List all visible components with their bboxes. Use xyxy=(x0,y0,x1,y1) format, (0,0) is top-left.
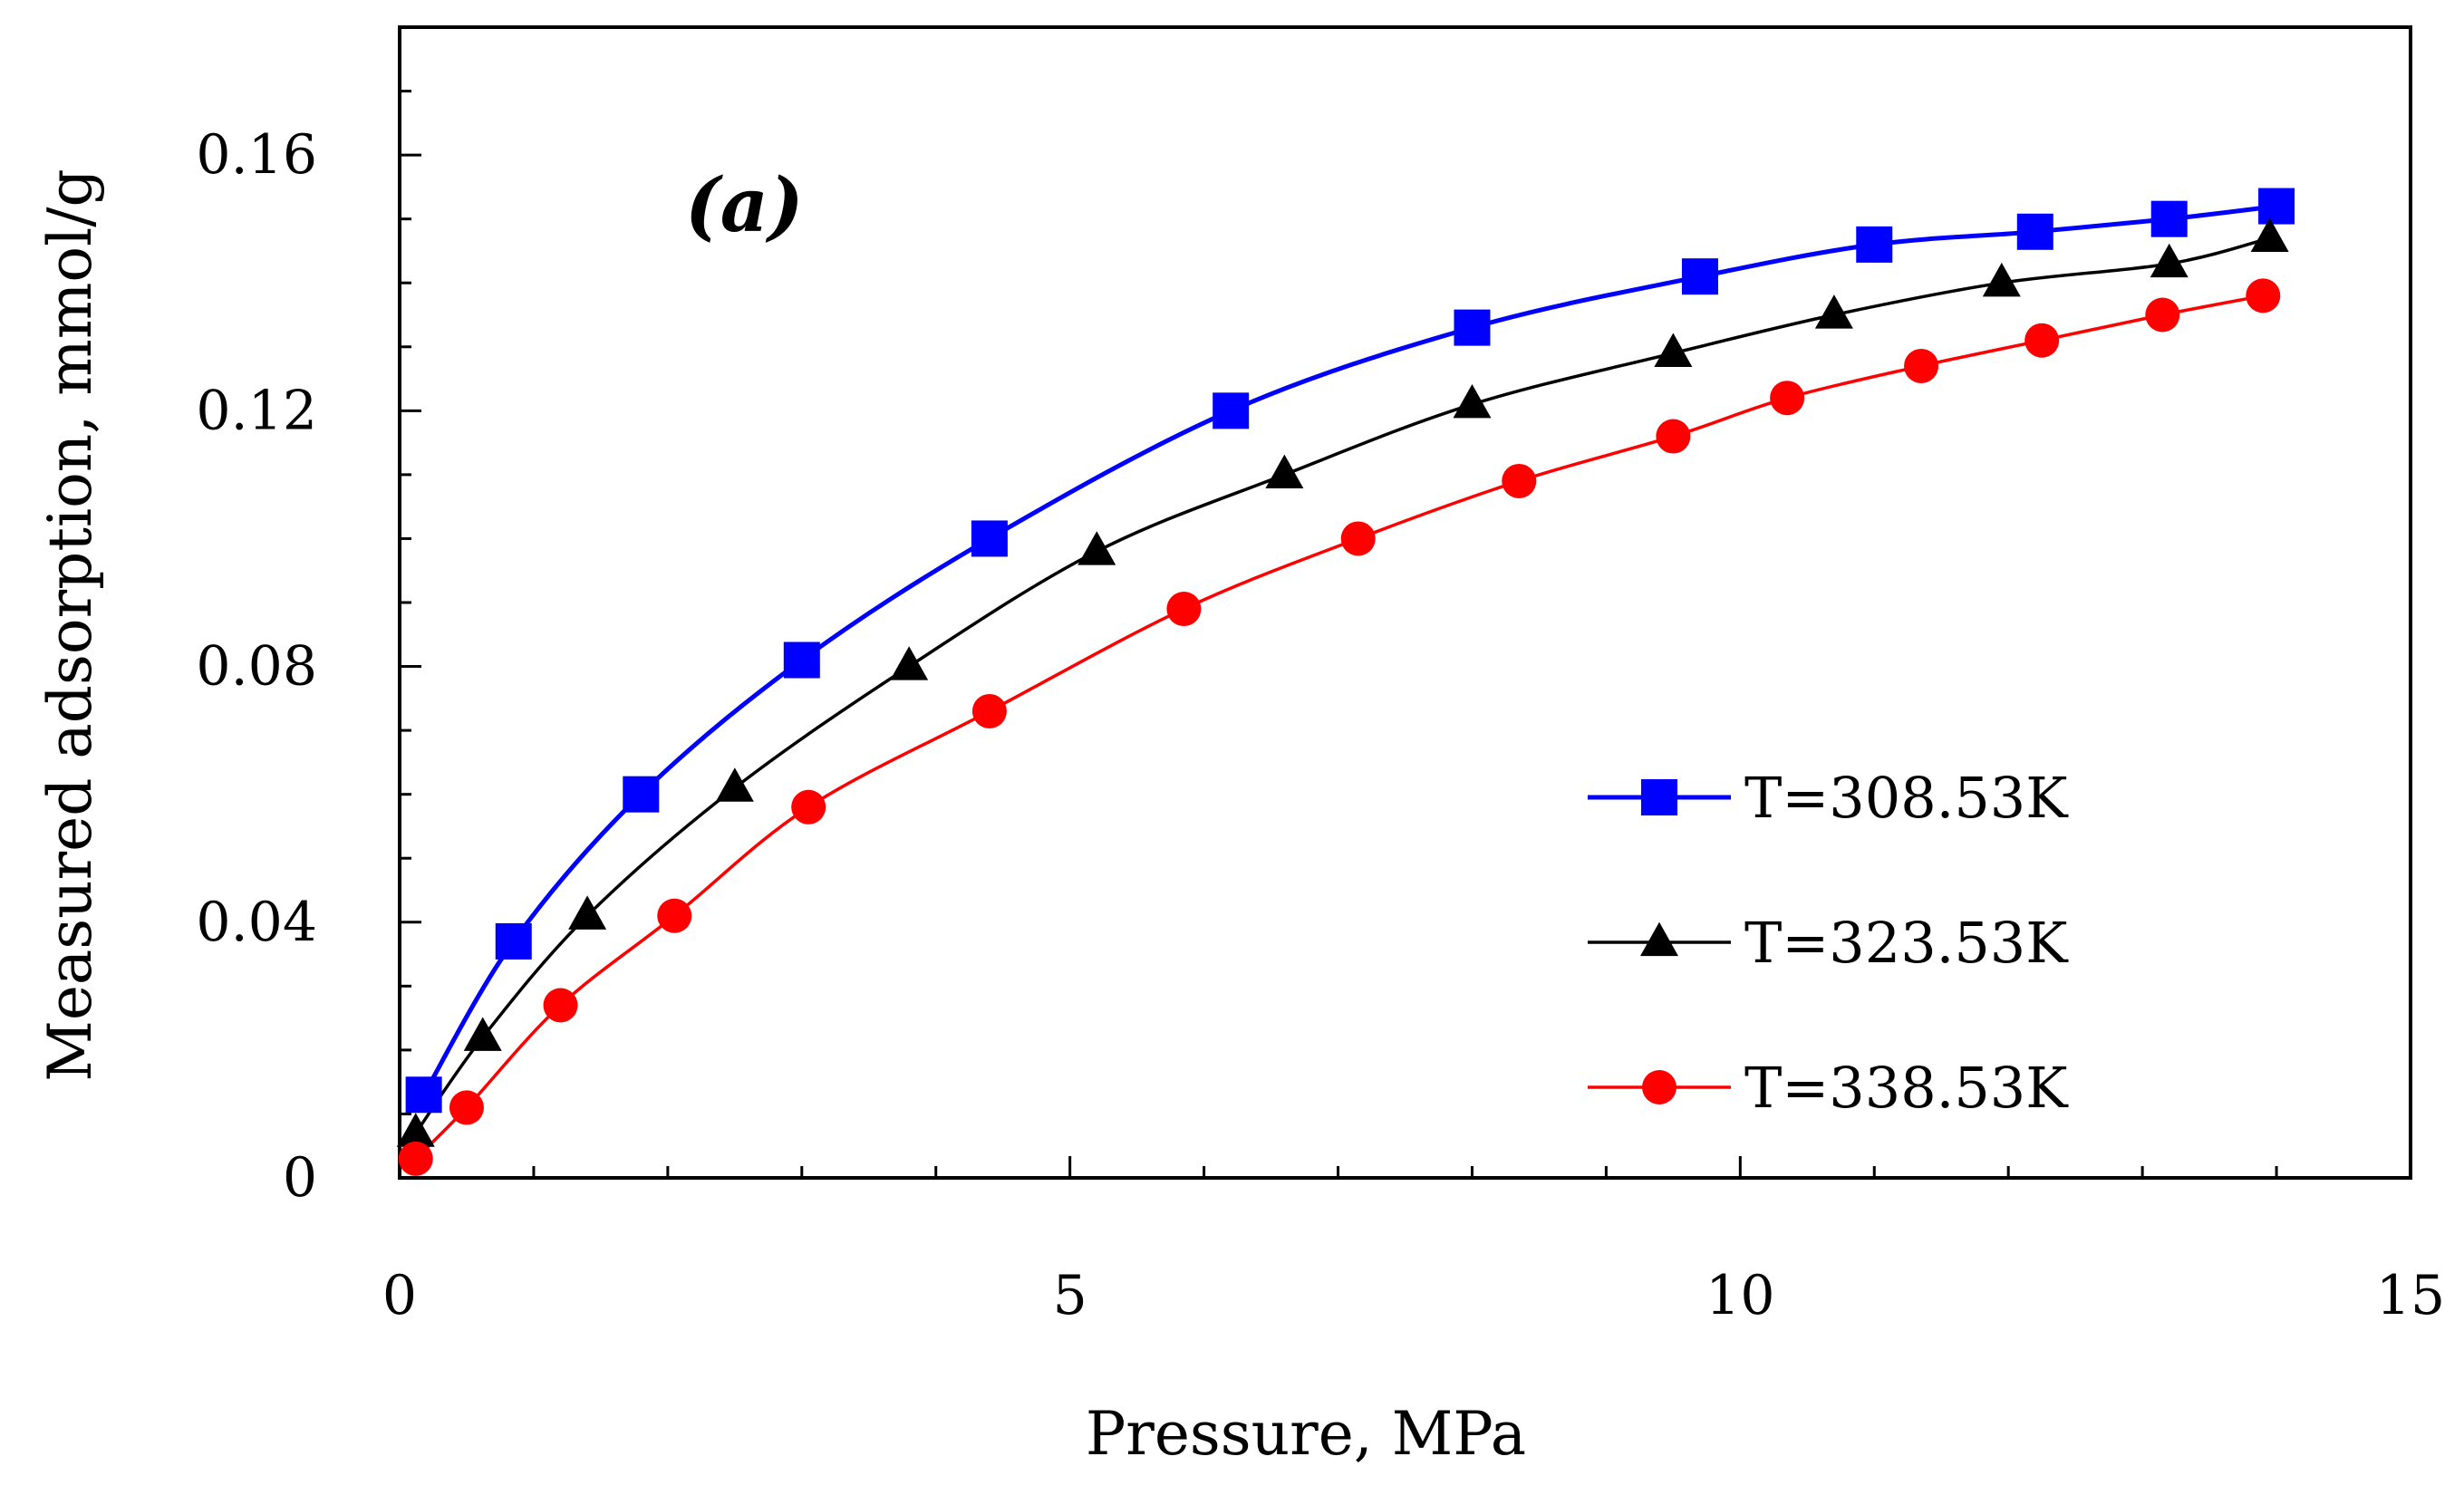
data-point-triangle xyxy=(890,646,929,680)
data-point-square xyxy=(2016,213,2053,250)
data-point-square xyxy=(1454,309,1491,346)
data-point-triangle xyxy=(715,767,754,802)
data-point-circle xyxy=(2145,297,2180,333)
data-point-triangle xyxy=(1814,294,1853,329)
data-point-circle xyxy=(1340,521,1376,556)
legend-label-square: T=308.53K xyxy=(1744,765,2069,831)
data-point-circle xyxy=(1166,592,1202,627)
series-line-triangle xyxy=(414,236,2271,1134)
data-point-circle xyxy=(1904,348,1939,383)
data-point-square xyxy=(2150,200,2188,237)
data-point-square xyxy=(1681,258,1718,295)
legend-label-triangle: T=323.53K xyxy=(1744,910,2069,976)
y-tick-label: 0.08 xyxy=(196,635,317,699)
y-axis-label: Measured adsorption, mmol/g xyxy=(35,169,105,1082)
x-tick-label: 5 xyxy=(1053,1264,1087,1327)
data-point-circle xyxy=(398,1141,433,1176)
legend-marker-triangle xyxy=(1640,921,1678,957)
x-tick-label: 0 xyxy=(382,1264,417,1327)
series-line-circle xyxy=(414,294,2264,1161)
y-tick-label: 0.04 xyxy=(196,891,317,954)
legend-marker-circle xyxy=(1642,1070,1676,1104)
x-axis-label: Pressure, MPa xyxy=(1086,1399,1526,1469)
data-point-circle xyxy=(791,789,826,825)
data-point-circle xyxy=(2246,278,2281,313)
data-point-square xyxy=(2258,188,2295,225)
data-point-square xyxy=(623,776,660,813)
data-point-triangle xyxy=(2250,217,2289,252)
data-point-circle xyxy=(1656,419,1691,454)
data-point-circle xyxy=(543,988,578,1023)
y-tick-label: 0 xyxy=(283,1146,317,1210)
data-point-triangle xyxy=(1265,454,1304,489)
data-point-triangle xyxy=(1077,531,1116,565)
data-point-triangle xyxy=(1453,383,1492,419)
data-point-circle xyxy=(1502,463,1537,498)
data-point-triangle xyxy=(2150,243,2189,278)
legend-marker-square xyxy=(1641,779,1677,815)
y-tick-label: 0.16 xyxy=(196,123,317,187)
x-tick-label: 10 xyxy=(1705,1264,1774,1327)
data-point-square xyxy=(1856,226,1893,263)
data-point-circle xyxy=(2024,323,2060,358)
data-point-square xyxy=(1213,392,1250,429)
data-point-square xyxy=(971,520,1008,557)
data-point-triangle xyxy=(1982,262,2021,297)
data-point-circle xyxy=(449,1090,484,1125)
data-point-triangle xyxy=(463,1017,502,1051)
x-tick-label: 15 xyxy=(2376,1264,2445,1327)
panel-label: (a) xyxy=(685,162,804,249)
data-point-square xyxy=(783,641,820,679)
data-point-triangle xyxy=(1654,333,1693,367)
legend-label-circle: T=338.53K xyxy=(1744,1055,2069,1121)
data-point-square xyxy=(495,922,532,960)
data-point-circle xyxy=(971,693,1007,728)
data-point-triangle xyxy=(396,1113,435,1147)
y-tick-label: 0.12 xyxy=(196,379,317,442)
data-point-square xyxy=(405,1076,442,1114)
data-point-triangle xyxy=(568,895,607,930)
data-point-circle xyxy=(657,898,692,933)
data-point-circle xyxy=(1770,381,1805,416)
